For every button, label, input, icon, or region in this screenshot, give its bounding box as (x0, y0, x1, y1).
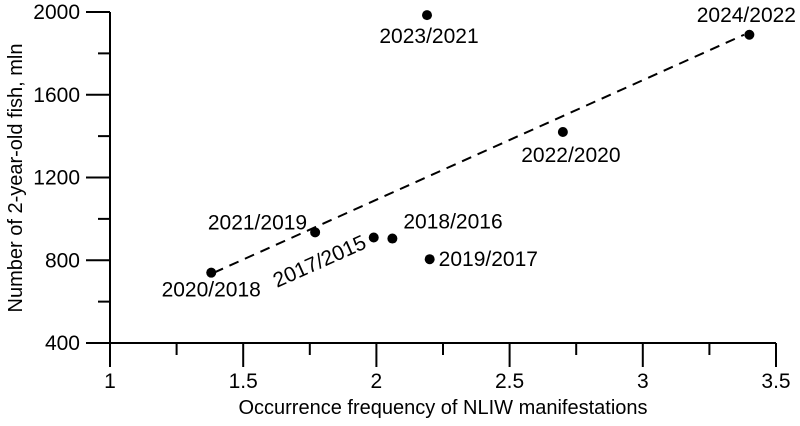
point-label: 2020/2018 (162, 279, 261, 302)
point-label: 2019/2017 (439, 248, 538, 271)
data-point (424, 254, 435, 265)
x-tick-label: 2.5 (495, 370, 524, 393)
data-point (422, 10, 433, 21)
data-point (744, 29, 755, 40)
point-label: 2024/2022 (697, 4, 796, 27)
y-tick-label: 1200 (33, 167, 80, 190)
y-tick-label: 1600 (33, 84, 80, 107)
point-label: 2018/2016 (403, 211, 502, 234)
data-point (387, 233, 398, 244)
point-label: 2022/2020 (521, 144, 620, 167)
x-tick-label: 1 (104, 370, 116, 393)
x-tick-label: 2 (371, 370, 383, 393)
point-label: 2021/2019 (208, 211, 307, 234)
trend-dashed-line (213, 33, 745, 274)
y-axis-title: Number of 2-year-old fish, mln (5, 44, 27, 313)
data-point (206, 267, 217, 278)
y-tick-label: 800 (45, 249, 80, 272)
trendline (213, 33, 745, 274)
data-point (557, 126, 568, 137)
point-label: 2023/2021 (379, 25, 478, 48)
x-tick-label: 1.5 (229, 370, 258, 393)
data-point (310, 227, 321, 238)
x-axis-title: Occurrence frequency of NLIW manifestati… (238, 397, 647, 419)
data-points (206, 10, 755, 278)
data-point (368, 232, 379, 243)
axes: 400 800 1200 1600 2000 1 1.5 2 2.5 3 3.5 (33, 1, 790, 393)
y-tick-label: 400 (45, 332, 80, 355)
y-tick-label: 2000 (33, 1, 80, 24)
x-tick-label: 3.5 (761, 370, 790, 393)
x-tick-label: 3 (637, 370, 649, 393)
